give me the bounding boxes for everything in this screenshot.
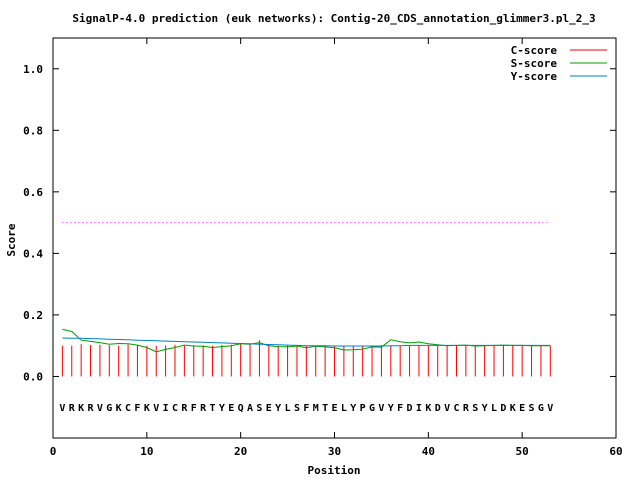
sequence-residue: T bbox=[210, 403, 216, 414]
sequence-residue: M bbox=[313, 403, 319, 414]
x-tick-label: 40 bbox=[422, 445, 435, 458]
sequence-residue: R bbox=[88, 403, 95, 414]
sequence-residue: I bbox=[163, 403, 169, 414]
sequence-residue: K bbox=[510, 403, 516, 414]
sequence-residue: F bbox=[134, 403, 140, 414]
x-tick-label: 0 bbox=[50, 445, 57, 458]
y-tick-label: 0.0 bbox=[23, 370, 43, 383]
sequence-residue: V bbox=[378, 403, 384, 414]
sequence-residue: D bbox=[500, 403, 506, 414]
sequence-residue: S bbox=[529, 403, 535, 414]
sequence-residue: Y bbox=[275, 403, 281, 414]
legend-label: Y-score bbox=[511, 70, 558, 83]
sequence-residue: G bbox=[538, 403, 544, 414]
y-tick-label: 0.4 bbox=[23, 247, 43, 260]
sequence-residue: K bbox=[425, 403, 431, 414]
sequence-residue: L bbox=[285, 403, 291, 414]
sequence-residue: R bbox=[463, 403, 470, 414]
sequence-residue: Y bbox=[350, 403, 356, 414]
sequence-residue: V bbox=[153, 403, 159, 414]
sequence-residue: R bbox=[69, 403, 76, 414]
y-tick-label: 1.0 bbox=[23, 63, 43, 76]
sequence-residue: K bbox=[78, 403, 84, 414]
sequence-residue: R bbox=[200, 403, 207, 414]
sequence-residue: L bbox=[341, 403, 347, 414]
sequence-residue: D bbox=[407, 403, 413, 414]
x-tick-label: 10 bbox=[140, 445, 153, 458]
sequence-residue: C bbox=[453, 403, 459, 414]
plot-frame bbox=[52, 37, 617, 439]
y-tick-label: 0.8 bbox=[23, 124, 43, 137]
sequence-residue: P bbox=[360, 403, 366, 414]
sequence-residue: S bbox=[294, 403, 300, 414]
legend-label: C-score bbox=[511, 44, 558, 57]
sequence-residue: Y bbox=[388, 403, 394, 414]
sequence-residue: E bbox=[519, 403, 525, 414]
x-tick-label: 60 bbox=[609, 445, 622, 458]
y-axis-label: Score bbox=[5, 223, 18, 256]
sequence-residue: A bbox=[247, 403, 253, 414]
y-score-line bbox=[62, 337, 551, 347]
sequence-residue: D bbox=[435, 403, 441, 414]
y-tick-label: 0.2 bbox=[23, 309, 43, 322]
score-lines bbox=[62, 328, 551, 353]
sequence-residue: Y bbox=[219, 403, 225, 414]
sequence-residue: F bbox=[397, 403, 403, 414]
sequence-residue: C bbox=[172, 403, 178, 414]
sequence-residue: S bbox=[256, 403, 262, 414]
sequence-residue: L bbox=[491, 403, 497, 414]
sequence-residue: Q bbox=[238, 403, 244, 414]
sequence-residue: G bbox=[369, 403, 375, 414]
sequence-residue: E bbox=[331, 403, 337, 414]
tick-layer: 0.0 0.2 0.4 0.6 0.8 1.0 0 10 20 30 40 50 60 bbox=[23, 38, 623, 458]
x-axis-label: Position bbox=[308, 464, 361, 477]
sequence-residue: I bbox=[416, 403, 422, 414]
sequence-residue: E bbox=[228, 403, 234, 414]
sequence-residue: K bbox=[116, 403, 122, 414]
y-tick-label: 0.6 bbox=[23, 186, 43, 199]
sequence-residue: G bbox=[106, 403, 112, 414]
chart-title: SignalP-4.0 prediction (euk networks): C… bbox=[72, 12, 595, 25]
sequence-residue: V bbox=[444, 403, 450, 414]
sequence-residue: Y bbox=[482, 403, 488, 414]
sequence-residue: T bbox=[322, 403, 328, 414]
sequence-residue: E bbox=[266, 403, 272, 414]
sequence-residue: V bbox=[97, 403, 103, 414]
sequence-residue: K bbox=[144, 403, 150, 414]
sequence-residue: V bbox=[547, 403, 553, 414]
sequence-residue: S bbox=[472, 403, 478, 414]
x-tick-label: 20 bbox=[234, 445, 247, 458]
sequence-residue: F bbox=[303, 403, 309, 414]
sequence-residue: F bbox=[191, 403, 197, 414]
c-score-impulses bbox=[61, 340, 551, 377]
sequence-residue: R bbox=[181, 403, 188, 414]
x-tick-label: 50 bbox=[516, 445, 529, 458]
x-tick-label: 30 bbox=[328, 445, 341, 458]
legend-label: S-score bbox=[511, 57, 558, 70]
sequence-residue: C bbox=[125, 403, 131, 414]
sequence-residue: V bbox=[59, 403, 65, 414]
